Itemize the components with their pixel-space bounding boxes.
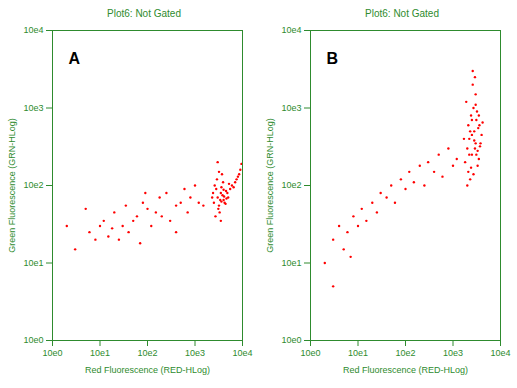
svg-text:B: B xyxy=(327,50,339,67)
svg-text:Green Fluorescence (GRN-HLog): Green Fluorescence (GRN-HLog) xyxy=(265,118,275,253)
svg-text:10e0: 10e0 xyxy=(23,335,43,345)
svg-text:10e0: 10e0 xyxy=(300,348,320,358)
svg-text:Red Fluorescence (RED-HLog): Red Fluorescence (RED-HLog) xyxy=(85,365,210,375)
svg-text:10e1: 10e1 xyxy=(90,348,110,358)
svg-text:Red Fluorescence (RED-HLog): Red Fluorescence (RED-HLog) xyxy=(343,365,468,375)
svg-text:Green Fluorescence (GRN-HLog): Green Fluorescence (GRN-HLog) xyxy=(7,118,17,253)
svg-text:10e3: 10e3 xyxy=(443,348,463,358)
svg-text:10e2: 10e2 xyxy=(23,180,43,190)
svg-text:10e0: 10e0 xyxy=(281,335,301,345)
svg-text:10e2: 10e2 xyxy=(281,180,301,190)
html-text:Plot6: Not Gated: Plot6: Not Gated xyxy=(365,8,439,19)
svg-text:10e1: 10e1 xyxy=(23,258,43,268)
svg-text:10e3: 10e3 xyxy=(185,348,205,358)
svg-text:10e4: 10e4 xyxy=(281,25,301,35)
svg-text:10e2: 10e2 xyxy=(395,348,415,358)
html-text:Plot6: Not Gated: Plot6: Not Gated xyxy=(107,8,181,19)
svg-text:10e1: 10e1 xyxy=(281,258,301,268)
svg-text:10e3: 10e3 xyxy=(281,103,301,113)
svg-text:10e2: 10e2 xyxy=(137,348,157,358)
svg-text:10e4: 10e4 xyxy=(232,348,252,358)
svg-text:10e4: 10e4 xyxy=(490,348,510,358)
svg-text:A: A xyxy=(69,50,81,67)
svg-text:10e1: 10e1 xyxy=(348,348,368,358)
svg-text:10e4: 10e4 xyxy=(23,25,43,35)
svg-text:10e0: 10e0 xyxy=(42,348,62,358)
svg-text:10e3: 10e3 xyxy=(23,103,43,113)
